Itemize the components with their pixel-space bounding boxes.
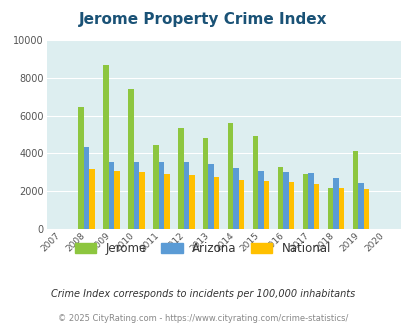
Text: Crime Index corresponds to incidents per 100,000 inhabitants: Crime Index corresponds to incidents per…	[51, 289, 354, 299]
Bar	[208, 164, 213, 229]
Bar	[78, 107, 83, 229]
Bar	[252, 136, 258, 229]
Bar	[158, 162, 164, 229]
Bar	[202, 138, 208, 229]
Bar	[128, 89, 133, 229]
Bar	[258, 172, 263, 229]
Bar	[238, 180, 244, 229]
Bar	[153, 145, 158, 229]
Text: © 2025 CityRating.com - https://www.cityrating.com/crime-statistics/: © 2025 CityRating.com - https://www.city…	[58, 314, 347, 323]
Bar	[327, 187, 333, 229]
Bar	[133, 162, 139, 229]
Bar	[178, 128, 183, 229]
Bar	[139, 172, 144, 229]
Bar	[233, 168, 238, 229]
Bar	[227, 123, 233, 229]
Bar	[277, 167, 283, 229]
Bar	[357, 183, 363, 229]
Bar	[114, 172, 119, 229]
Bar	[213, 177, 219, 229]
Bar	[363, 188, 368, 229]
Bar	[89, 169, 95, 229]
Bar	[83, 147, 89, 229]
Bar	[352, 150, 357, 229]
Text: Jerome Property Crime Index: Jerome Property Crime Index	[79, 12, 326, 26]
Bar	[183, 162, 189, 229]
Bar	[164, 174, 169, 229]
Bar	[103, 65, 109, 229]
Bar	[338, 187, 343, 229]
Bar	[302, 174, 307, 229]
Bar	[307, 173, 313, 229]
Bar	[109, 162, 114, 229]
Bar	[189, 175, 194, 229]
Bar	[283, 172, 288, 229]
Legend: Jerome, Arizona, National: Jerome, Arizona, National	[70, 237, 335, 260]
Bar	[313, 184, 318, 229]
Bar	[263, 181, 269, 229]
Bar	[288, 182, 294, 229]
Bar	[333, 178, 338, 229]
